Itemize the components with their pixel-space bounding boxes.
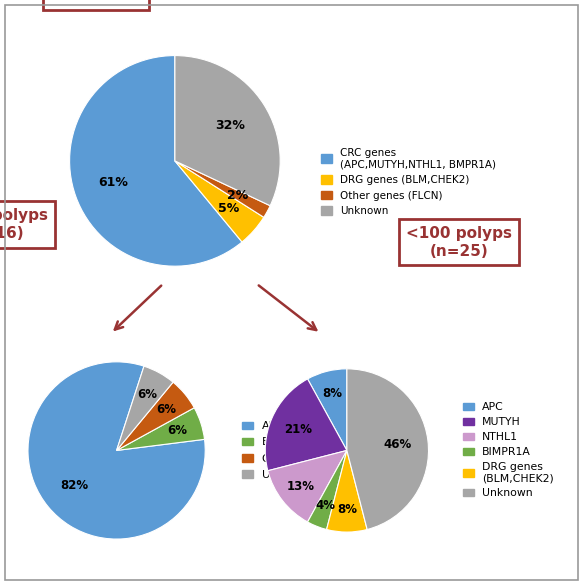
Legend: APC, BMPR1A, Other (FLCN), Unknown: APC, BMPR1A, Other (FLCN), Unknown bbox=[237, 417, 339, 484]
Text: 8%: 8% bbox=[337, 503, 357, 516]
Wedge shape bbox=[117, 366, 173, 450]
Text: 21%: 21% bbox=[284, 423, 312, 436]
Text: 6%: 6% bbox=[167, 424, 187, 437]
Wedge shape bbox=[308, 369, 347, 450]
Text: 61%: 61% bbox=[99, 177, 128, 190]
Text: 82%: 82% bbox=[60, 479, 89, 492]
Wedge shape bbox=[28, 362, 205, 539]
Text: <100 polyps
(n=25): <100 polyps (n=25) bbox=[406, 226, 512, 259]
Text: 8%: 8% bbox=[322, 387, 342, 400]
Text: Polyposis
(n=41): Polyposis (n=41) bbox=[51, 0, 141, 1]
Wedge shape bbox=[268, 450, 347, 522]
Wedge shape bbox=[117, 408, 205, 450]
Text: >100 polyps
(n=16): >100 polyps (n=16) bbox=[0, 208, 48, 240]
Text: 46%: 46% bbox=[383, 438, 411, 450]
Wedge shape bbox=[117, 382, 194, 450]
Wedge shape bbox=[175, 161, 270, 217]
Wedge shape bbox=[265, 379, 347, 471]
Wedge shape bbox=[175, 56, 280, 206]
Text: 13%: 13% bbox=[286, 480, 314, 493]
Legend: CRC genes
(APC,MUTYH,NTHL1, BMPR1A), DRG genes (BLM,CHEK2), Other genes (FLCN), : CRC genes (APC,MUTYH,NTHL1, BMPR1A), DRG… bbox=[317, 143, 500, 221]
Wedge shape bbox=[326, 450, 367, 532]
Legend: APC, MUTYH, NTHL1, BIMPR1A, DRG genes
(BLM,CHEK2), Unknown: APC, MUTYH, NTHL1, BIMPR1A, DRG genes (B… bbox=[458, 398, 559, 503]
Text: 6%: 6% bbox=[156, 403, 175, 417]
Text: 32%: 32% bbox=[215, 119, 245, 132]
Text: 5%: 5% bbox=[218, 202, 239, 215]
Text: 2%: 2% bbox=[227, 189, 248, 202]
Wedge shape bbox=[308, 450, 347, 529]
Text: 4%: 4% bbox=[315, 498, 335, 512]
Wedge shape bbox=[175, 161, 264, 242]
Wedge shape bbox=[347, 369, 429, 529]
Wedge shape bbox=[69, 56, 242, 266]
Text: 6%: 6% bbox=[138, 388, 157, 401]
